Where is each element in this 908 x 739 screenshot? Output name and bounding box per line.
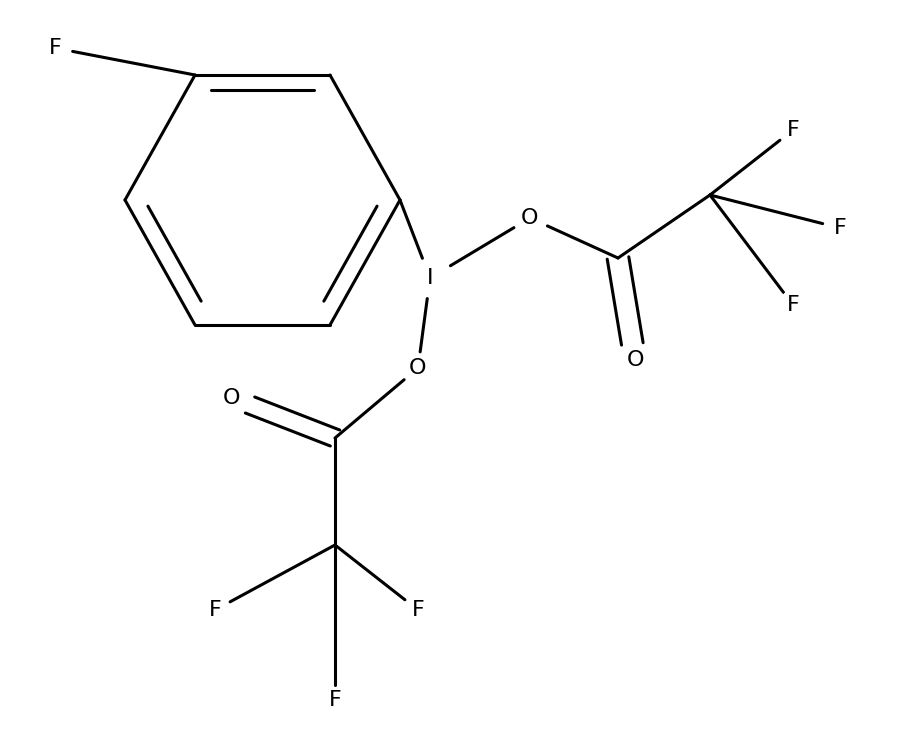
Text: O: O bbox=[223, 388, 241, 408]
Text: O: O bbox=[627, 350, 644, 370]
Text: F: F bbox=[411, 600, 424, 620]
Text: I: I bbox=[427, 268, 433, 288]
Text: O: O bbox=[521, 208, 538, 228]
Text: F: F bbox=[834, 218, 846, 238]
Text: O: O bbox=[410, 358, 427, 378]
Text: F: F bbox=[209, 600, 222, 620]
Text: F: F bbox=[49, 38, 62, 58]
Text: F: F bbox=[329, 690, 341, 710]
Text: F: F bbox=[786, 120, 799, 140]
Text: F: F bbox=[786, 295, 799, 315]
